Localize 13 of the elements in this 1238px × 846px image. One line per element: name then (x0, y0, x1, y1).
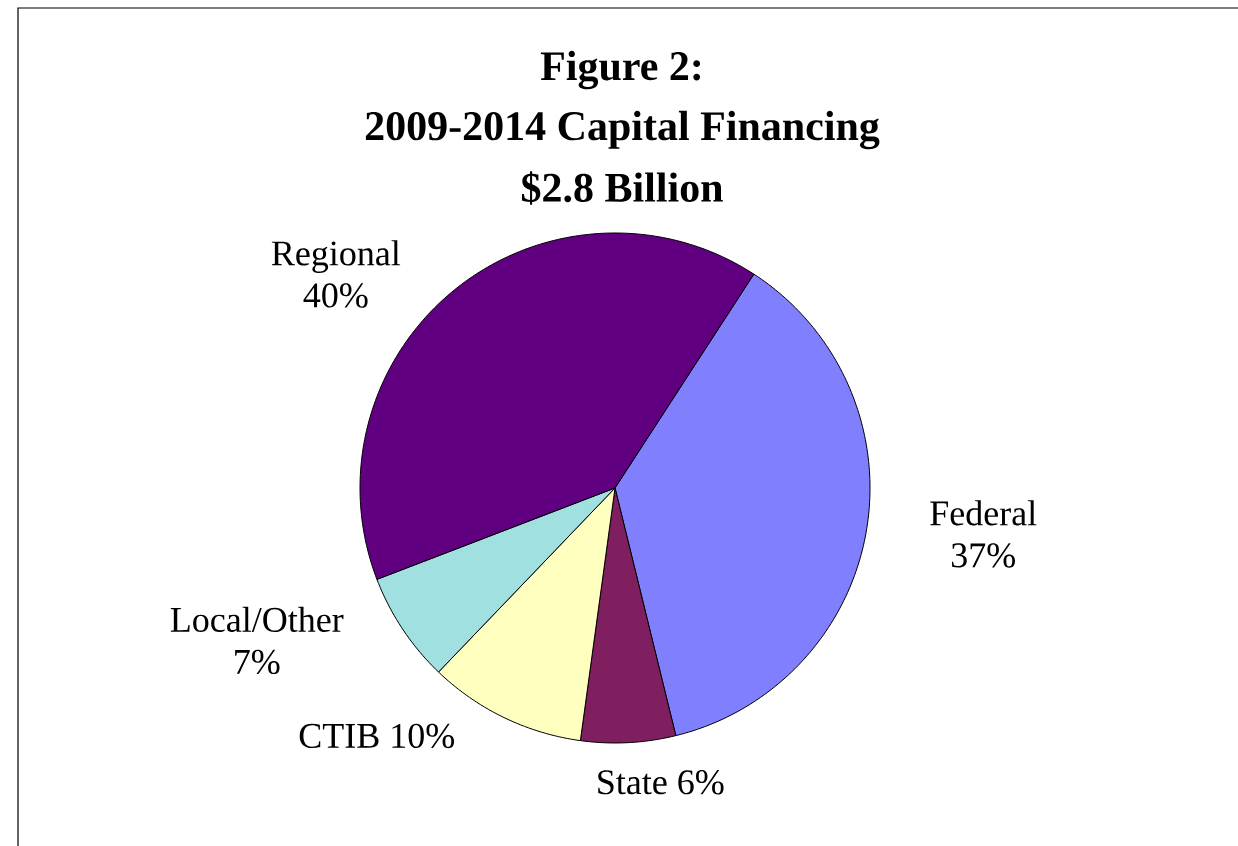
data-label: 7% (235, 649, 280, 675)
slice-label: CTIB (299, 723, 379, 748)
data-label: 6% (678, 770, 724, 795)
slice-label: Federal (930, 500, 1037, 526)
slice-label: Local/Other (170, 606, 344, 632)
slice-label: State (598, 770, 667, 795)
slice-label: Regional (271, 240, 401, 273)
data-label: 40% (303, 283, 368, 308)
chart-subtitle: 2009-2014 Capital Financing (365, 110, 880, 150)
chart-title: Figure 2: (540, 50, 701, 90)
text: $2.8 Billion (521, 171, 723, 205)
data-label: 10% (392, 723, 455, 749)
data-label: 37% (951, 543, 1015, 568)
